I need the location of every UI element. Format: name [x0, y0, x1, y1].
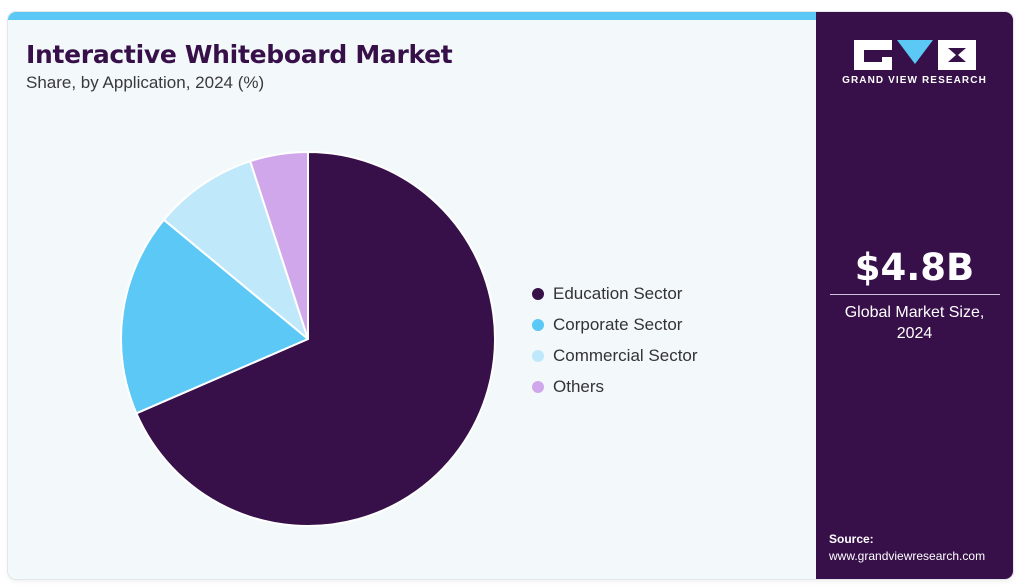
- legend-item-corporate-sector: Corporate Sector: [532, 309, 698, 340]
- legend-label-corporate-sector: Corporate Sector: [553, 314, 683, 334]
- legend-swatch-corporate-sector: [532, 318, 544, 331]
- gvr-logo-icon: [854, 40, 976, 70]
- chart-title: Interactive Whiteboard Market: [26, 40, 453, 69]
- legend-item-commercial-sector: Commercial Sector: [532, 340, 698, 371]
- legend-swatch-education-sector: [532, 287, 544, 300]
- pie-slice-corporate-sector: [119, 218, 309, 415]
- pie-slice-education-sector: [135, 151, 496, 527]
- market-size-label-line2: 2024: [896, 325, 933, 342]
- pie-chart: [119, 151, 496, 527]
- legend-label-education-sector: Education Sector: [553, 283, 683, 303]
- legend-item-others: Others: [532, 371, 698, 402]
- pie-slice-commercial-sector: [162, 160, 309, 340]
- market-size-value: $4.8B: [854, 246, 975, 289]
- legend-item-education-sector: Education Sector: [532, 278, 698, 309]
- sidebar-panel: GRAND VIEW RESEARCH $4.8B Global Market …: [816, 12, 1013, 579]
- pie-slice-others: [249, 151, 309, 340]
- accent-bar: [8, 12, 816, 20]
- chart-subtitle: Share, by Application, 2024 (%): [26, 73, 265, 92]
- chart-legend: Education Sector Corporate Sector Commerci…: [532, 278, 698, 402]
- legend-swatch-commercial-sector: [532, 349, 544, 362]
- legend-label-others: Others: [553, 376, 605, 396]
- legend-swatch-others: [532, 380, 544, 393]
- source-label: Source:: [829, 532, 874, 546]
- divider: [830, 294, 1000, 295]
- chart-card: Interactive Whiteboard Market Share, by …: [8, 12, 1013, 579]
- market-size-label: Global Market Size, 2024: [816, 302, 1013, 344]
- legend-label-commercial-sector: Commercial Sector: [553, 345, 698, 365]
- brand-name: GRAND VIEW RESEARCH: [842, 75, 987, 86]
- market-size-label-line1: Global Market Size,: [844, 304, 985, 321]
- source-url[interactable]: www.grandviewresearch.com: [829, 549, 986, 563]
